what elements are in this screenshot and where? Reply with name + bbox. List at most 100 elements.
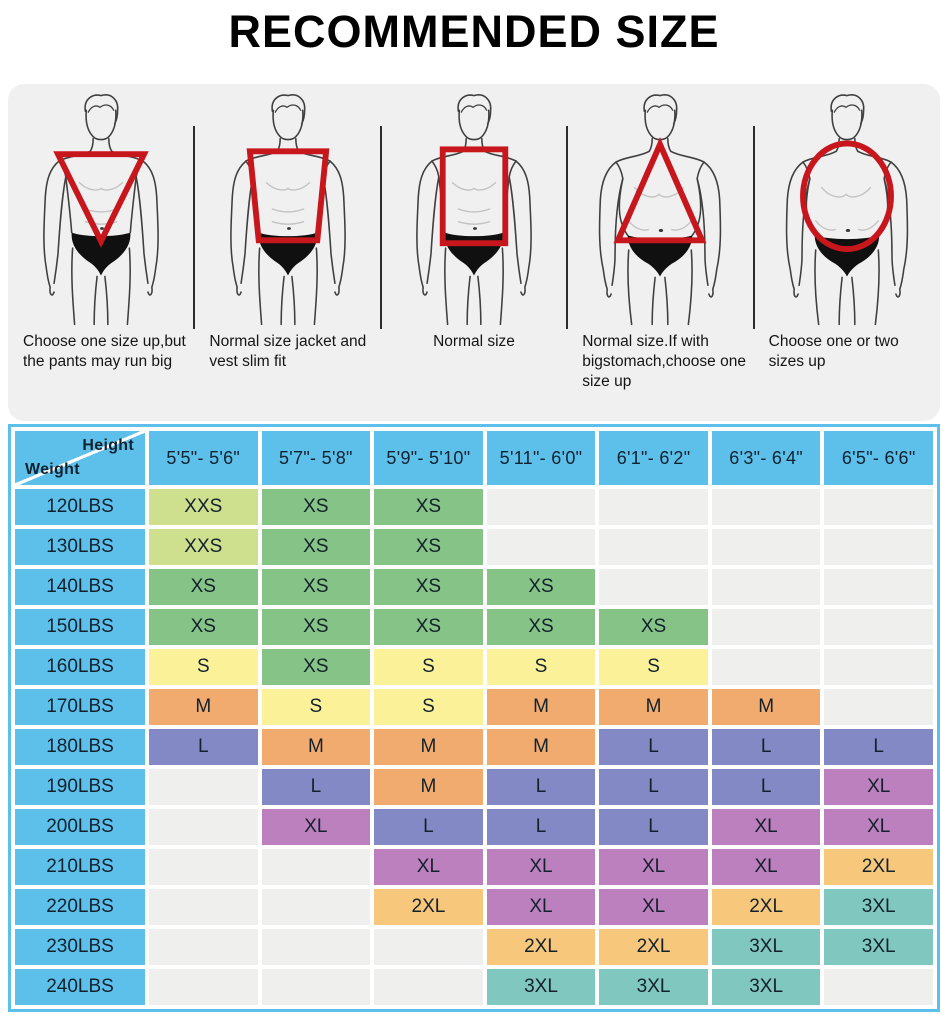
size-cell: XS [486,569,596,606]
size-cell: XL [261,809,371,846]
height-header-cell: 5'7"- 5'8" [261,431,371,486]
size-cell: XL [711,849,821,886]
size-cell-empty [711,649,821,686]
size-cell: L [599,769,708,806]
size-cell: L [824,729,933,766]
size-cell: XS [261,569,371,606]
weight-cell: 150LBS [15,609,145,646]
size-cell: S [599,649,708,686]
size-cell: S [261,689,371,726]
size-cell-empty [374,969,483,1006]
body-figure-5: Choose one or two sizes up [754,84,940,421]
size-cell: 2XL [486,929,596,966]
figure-caption: Choose one or two sizes up [768,333,899,371]
size-cell-empty [261,849,371,886]
size-cell: L [149,729,258,766]
size-cell: L [599,809,708,846]
height-header-cell: 6'3"- 6'4" [711,431,821,486]
size-cell: M [374,769,483,806]
weight-cell: 230LBS [15,929,145,966]
size-cell: 3XL [599,969,708,1006]
body-figure-2: Normal size jacket and vest slim fit [194,84,380,421]
size-cell: XS [261,609,371,646]
weight-cell: 130LBS [15,529,145,566]
size-cell-empty [261,929,371,966]
size-cell-empty [486,529,596,566]
size-cell: L [486,809,596,846]
diagonal-divider [15,431,145,486]
height-header-cell: 5'9"- 5'10" [374,431,483,486]
size-cell: 3XL [824,889,933,926]
size-cell-empty [599,489,708,526]
figure-divider [566,126,569,330]
trapezoid-icon [229,94,346,326]
size-cell-empty [711,609,821,646]
size-cell-empty [149,769,258,806]
rectangle-icon [416,94,532,326]
figure-caption: Normal size jacket and vest slim fit [209,333,367,371]
height-header-cell: 6'5"- 6'6" [824,431,933,486]
size-cell-empty [149,849,258,886]
oval-icon [785,94,909,326]
inverted-triangle-icon [43,94,160,326]
weight-cell: 240LBS [15,969,145,1006]
body-figure-3: Normal size [381,84,567,421]
figure-caption: Normal size [433,333,515,351]
size-cell: XS [261,529,371,566]
size-cell: XL [824,809,933,846]
size-cell-empty [374,929,483,966]
size-cell: XS [374,529,483,566]
weight-axis-label: Weight [25,461,80,479]
size-cell: XL [599,849,708,886]
weight-cell: 160LBS [15,649,145,686]
size-cell: XS [599,609,708,646]
size-cell: XS [374,609,483,646]
size-cell: S [374,649,483,686]
size-cell-empty [149,969,258,1006]
size-cell: XS [486,609,596,646]
size-cell: 3XL [711,929,821,966]
size-cell: XS [374,489,483,526]
corner-cell: Height Weight [15,431,145,486]
figure-caption: Choose one size up,but the pants may run… [23,333,186,371]
height-header-cell: 5'5"- 5'6" [149,431,258,486]
size-cell: XXS [149,529,258,566]
size-cell-empty [824,689,933,726]
size-cell-empty [149,809,258,846]
size-cell: 2XL [599,929,708,966]
size-cell-empty [599,529,708,566]
weight-cell: 210LBS [15,849,145,886]
size-cell: S [374,689,483,726]
size-cell-empty [711,489,821,526]
height-header-cell: 5'11"- 6'0" [486,431,596,486]
figure-divider [193,126,196,330]
size-cell-empty [824,609,933,646]
size-cell: XS [374,569,483,606]
size-cell: L [486,769,596,806]
size-cell: M [599,689,708,726]
weight-cell: 200LBS [15,809,145,846]
weight-cell: 190LBS [15,769,145,806]
size-cell: M [711,689,821,726]
body-figure-4: Normal size.If with bigstomach,choose on… [567,84,753,421]
size-cell: 3XL [824,929,933,966]
weight-cell: 120LBS [15,489,145,526]
height-axis-label: Height [82,437,134,455]
size-cell: XL [711,809,821,846]
size-cell-empty [149,889,258,926]
body-type-panel: Choose one size up,but the pants may run… [8,84,940,422]
page-title: RECOMMENDED SIZE [228,6,720,57]
size-cell-empty [824,529,933,566]
size-cell-empty [486,489,596,526]
size-cell: XL [486,849,596,886]
size-cell: M [486,729,596,766]
size-cell: XS [261,649,371,686]
size-cell-empty [824,569,933,606]
size-cell: 2XL [824,849,933,886]
size-cell: XS [261,489,371,526]
figure-caption: Normal size.If with bigstomach,choose on… [582,333,746,390]
size-cell: 3XL [711,969,821,1006]
weight-cell: 140LBS [15,569,145,606]
size-cell: L [599,729,708,766]
size-cell: XL [374,849,483,886]
